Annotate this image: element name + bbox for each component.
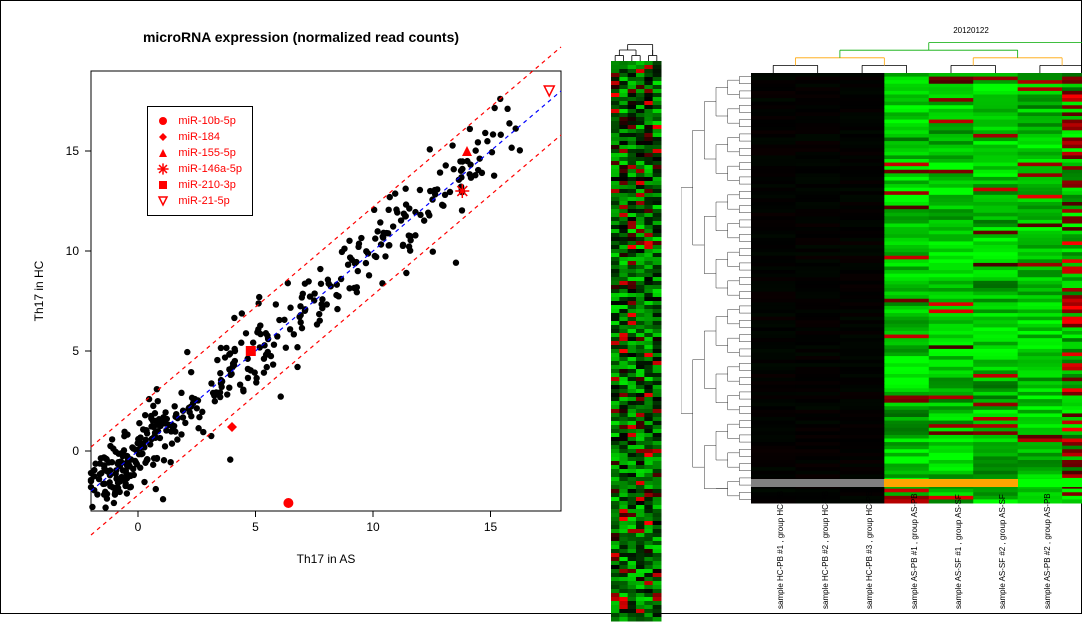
legend-label: miR-10b-5p — [178, 113, 235, 129]
group-swatch — [751, 479, 884, 487]
svg-text:10: 10 — [366, 520, 380, 534]
svg-text:20120122: 20120122 — [953, 26, 989, 35]
heatmap-mini — [611, 39, 663, 623]
sample-label: sample AS-PB #1 , group AS-PB — [910, 493, 919, 609]
legend-label: miR-21-5p — [178, 193, 229, 209]
legend-label: miR-155-5p — [178, 145, 235, 161]
panels: microRNA expression (normalized read cou… — [1, 1, 1081, 613]
svg-text:5: 5 — [72, 344, 79, 358]
legend-label: miR-210-3p — [178, 177, 235, 193]
heatmap-main: 20120122 — [681, 23, 1082, 507]
sample-label: sample AS-PB #2 , group AS-PB — [1043, 493, 1052, 609]
legend-item: miR-155-5p — [156, 145, 242, 161]
svg-text:15: 15 — [66, 144, 80, 158]
legend-item: miR-210-3p — [156, 177, 242, 193]
sample-label: sample HC-PB #1 , group HC-PB — [776, 491, 785, 609]
sample-label: sample HC-PB #3 , group HC-PB — [865, 491, 874, 609]
legend-item: miR-21-5p — [156, 193, 242, 209]
group-swatch — [884, 479, 1017, 487]
figure-frame: microRNA expression (normalized read cou… — [0, 0, 1082, 614]
svg-text:0: 0 — [135, 520, 142, 534]
svg-text:0: 0 — [72, 444, 79, 458]
sample-label: sample AS-SF #1 , group AS-SF — [954, 494, 963, 609]
scatter-plot: 0 5 10 15 0 5 10 15 Th17 in AS Th17 in HC — [21, 21, 581, 581]
svg-text:10: 10 — [66, 244, 80, 258]
svg-text:5: 5 — [252, 520, 259, 534]
group-swatch — [1018, 479, 1082, 487]
scatter-legend: miR-10b-5pmiR-184miR-155-5pmiR-146a-5pmi… — [147, 106, 253, 216]
legend-item: miR-10b-5p — [156, 113, 242, 129]
svg-text:Th17 in HC: Th17 in HC — [32, 260, 46, 321]
scatter-panel: microRNA expression (normalized read cou… — [1, 1, 601, 615]
sample-label: sample HC-PB #2 , group HC-PB — [821, 491, 830, 609]
svg-text:15: 15 — [484, 520, 498, 534]
legend-item: miR-184 — [156, 129, 242, 145]
sample-label: sample AS-SF #2 , group AS-SF — [998, 494, 1007, 609]
heatmap-panel: 20120122 sample HC-PB #1 , group HC-PB sa… — [601, 1, 1081, 615]
legend-label: miR-184 — [178, 129, 220, 145]
svg-text:Th17 in AS: Th17 in AS — [297, 552, 356, 566]
legend-item: miR-146a-5p — [156, 161, 242, 177]
legend-label: miR-146a-5p — [178, 161, 242, 177]
